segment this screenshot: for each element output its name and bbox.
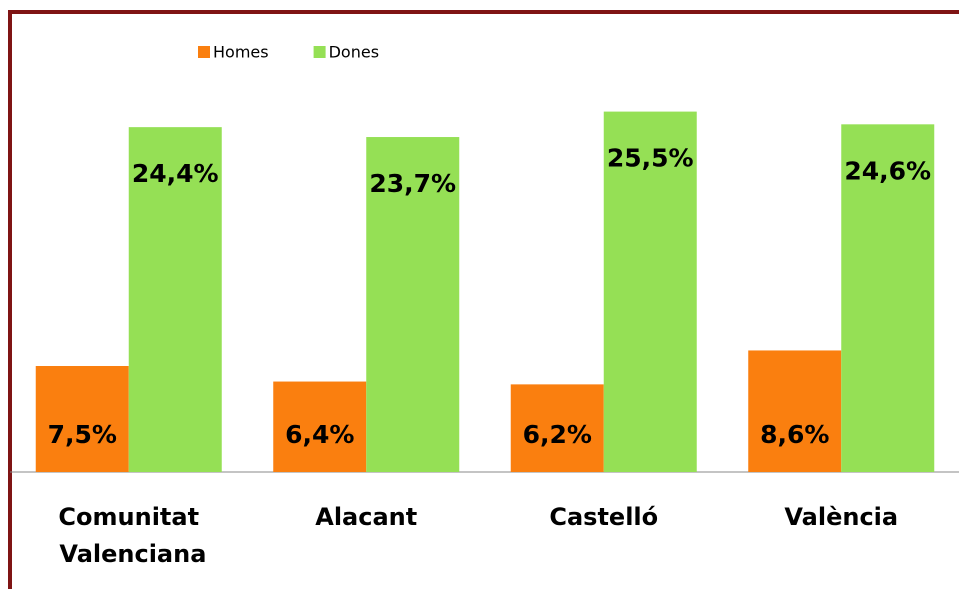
legend-label: Homes bbox=[213, 43, 269, 62]
legend-swatch bbox=[313, 46, 326, 58]
value-label: 8,6% bbox=[760, 420, 829, 449]
bar bbox=[128, 127, 222, 472]
value-label: 6,4% bbox=[285, 420, 354, 449]
value-label: 6,2% bbox=[523, 420, 592, 449]
value-label: 24,6% bbox=[844, 156, 931, 185]
bar bbox=[366, 137, 460, 473]
value-label: 23,7% bbox=[369, 169, 456, 198]
bar bbox=[603, 111, 697, 472]
value-label: 25,5% bbox=[607, 144, 694, 173]
bar bbox=[273, 381, 367, 472]
bar bbox=[510, 384, 604, 472]
x-tick-label: València bbox=[784, 503, 898, 531]
bar bbox=[748, 350, 842, 472]
legend-label: Dones bbox=[329, 43, 379, 62]
value-label: 7,5% bbox=[48, 420, 117, 449]
legend-swatch bbox=[198, 46, 210, 58]
x-tick-label: Comunitat Valenciana bbox=[51, 503, 206, 568]
bar bbox=[841, 124, 935, 472]
x-tick-label: Alacant bbox=[315, 503, 417, 531]
x-tick-label: Castelló bbox=[549, 503, 658, 531]
bar bbox=[35, 366, 129, 472]
value-label: 24,4% bbox=[132, 159, 219, 188]
